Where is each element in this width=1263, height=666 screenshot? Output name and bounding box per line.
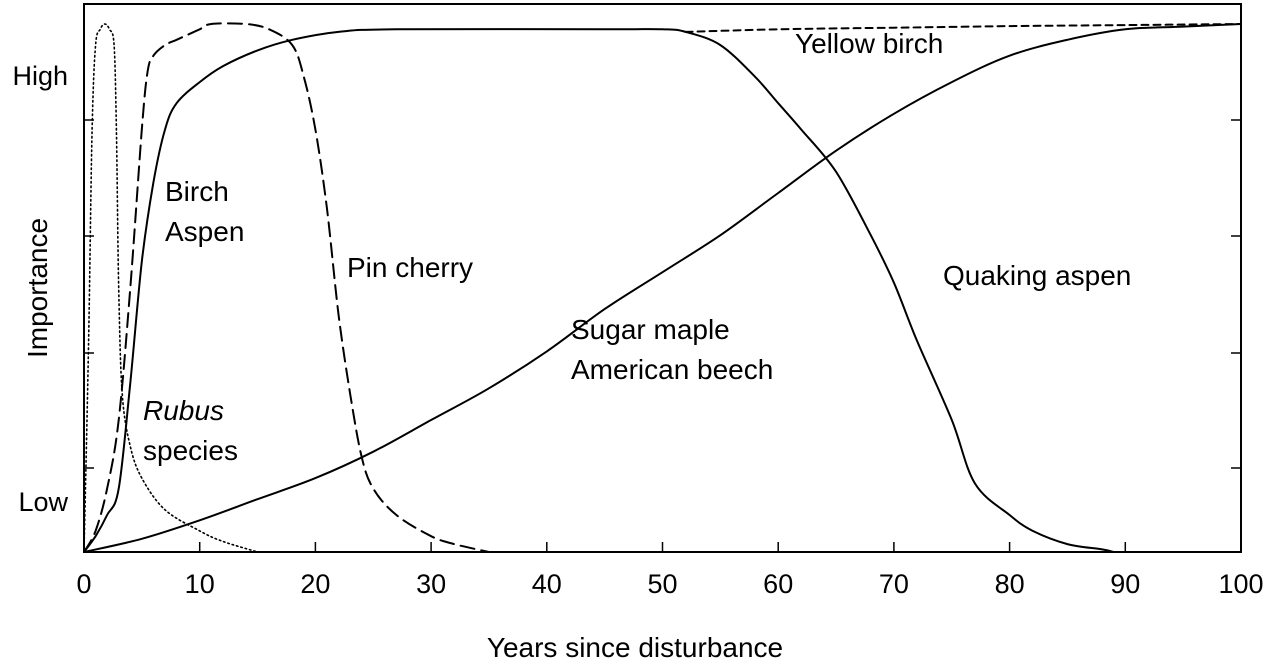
x-axis-title: Years since disturbance — [487, 632, 783, 663]
series-label-sugar-maple-american-beech: American beech — [571, 354, 773, 385]
x-tick-label: 60 — [763, 569, 793, 599]
series-label-yellow-birch: Yellow birch — [795, 28, 943, 59]
x-tick-label: 70 — [879, 569, 909, 599]
x-tick-label: 0 — [76, 569, 91, 599]
series-labels: Rubus species Pin cherry Birch Aspen Yellow b… — [143, 28, 1131, 466]
y-axis-title: Importance — [22, 218, 53, 358]
series-line-yellow-birch — [684, 23, 1242, 33]
series-line-rubus-species — [83, 23, 259, 553]
series-label-birch-aspen: Birch — [165, 176, 229, 207]
series-label-rubus-species: Rubus — [143, 395, 224, 426]
x-tick-label: 80 — [995, 569, 1025, 599]
series-line-sugar-maple-american-beech — [83, 23, 1242, 553]
x-tick-label: 40 — [532, 569, 562, 599]
x-tick-label: 50 — [647, 569, 677, 599]
series-label-pin-cherry: Pin cherry — [347, 252, 473, 283]
y-tick-label-low: Low — [18, 487, 68, 517]
x-axis-ticks: 0 10 20 30 40 50 60 70 80 90 100 — [76, 542, 1263, 599]
series-line-pin-cherry — [83, 22, 490, 553]
y-axis-ticks: High Low — [12, 61, 1241, 517]
x-tick-label: 20 — [300, 569, 330, 599]
x-tick-label: 100 — [1218, 569, 1263, 599]
series-layer — [83, 22, 1242, 553]
series-label-sugar-maple-american-beech: Sugar maple — [571, 314, 730, 345]
series-label-quaking-aspen: Quaking aspen — [943, 260, 1131, 291]
y-tick-label-high: High — [12, 61, 68, 91]
series-line-birch-aspen — [83, 28, 1115, 553]
series-label-birch-aspen: Aspen — [165, 216, 244, 247]
x-tick-label: 90 — [1110, 569, 1140, 599]
x-tick-label: 30 — [416, 569, 446, 599]
series-label-rubus-species: species — [143, 435, 238, 466]
x-tick-label: 10 — [185, 569, 215, 599]
